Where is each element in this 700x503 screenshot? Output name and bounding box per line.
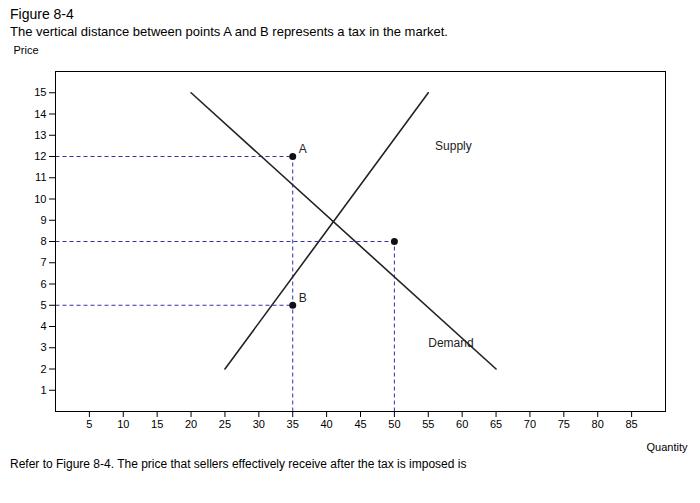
svg-text:15: 15 bbox=[34, 86, 46, 98]
svg-text:Price: Price bbox=[14, 44, 39, 56]
svg-text:75: 75 bbox=[558, 418, 570, 430]
html-text:Refer to Figure 8-4. The price: Refer to Figure 8-4. The price that sell… bbox=[10, 457, 467, 471]
svg-text:A: A bbox=[299, 142, 307, 156]
svg-text:80: 80 bbox=[592, 418, 604, 430]
svg-text:Supply: Supply bbox=[435, 139, 472, 153]
svg-text:11: 11 bbox=[35, 171, 46, 183]
svg-text:3: 3 bbox=[40, 341, 46, 353]
svg-text:65: 65 bbox=[490, 418, 502, 430]
svg-text:7: 7 bbox=[40, 256, 46, 268]
svg-text:15: 15 bbox=[151, 418, 163, 430]
svg-text:B: B bbox=[299, 291, 307, 305]
html-text:The vertical distance between: The vertical distance between points A a… bbox=[10, 24, 448, 39]
svg-text:5: 5 bbox=[86, 418, 92, 430]
svg-text:25: 25 bbox=[219, 418, 231, 430]
svg-text:10: 10 bbox=[117, 418, 129, 430]
svg-text:12: 12 bbox=[34, 150, 46, 162]
svg-text:Quantity: Quantity bbox=[647, 441, 688, 453]
svg-text:Demand: Demand bbox=[428, 336, 473, 350]
svg-text:13: 13 bbox=[34, 129, 46, 141]
html-text:Figure 8-4: Figure 8-4 bbox=[10, 6, 74, 22]
svg-text:8: 8 bbox=[40, 235, 46, 247]
svg-text:14: 14 bbox=[34, 108, 46, 120]
svg-text:40: 40 bbox=[320, 418, 332, 430]
svg-text:10: 10 bbox=[34, 193, 46, 205]
svg-text:9: 9 bbox=[40, 214, 46, 226]
svg-text:1: 1 bbox=[40, 384, 46, 396]
svg-text:6: 6 bbox=[40, 278, 46, 290]
svg-text:55: 55 bbox=[422, 418, 434, 430]
svg-text:4: 4 bbox=[40, 320, 46, 332]
svg-text:85: 85 bbox=[625, 418, 637, 430]
svg-text:70: 70 bbox=[524, 418, 536, 430]
svg-text:30: 30 bbox=[253, 418, 265, 430]
svg-text:5: 5 bbox=[40, 299, 46, 311]
svg-text:50: 50 bbox=[388, 418, 400, 430]
svg-text:35: 35 bbox=[287, 418, 299, 430]
svg-text:20: 20 bbox=[185, 418, 197, 430]
svg-text:45: 45 bbox=[354, 418, 366, 430]
svg-text:2: 2 bbox=[40, 363, 46, 375]
svg-text:60: 60 bbox=[456, 418, 468, 430]
